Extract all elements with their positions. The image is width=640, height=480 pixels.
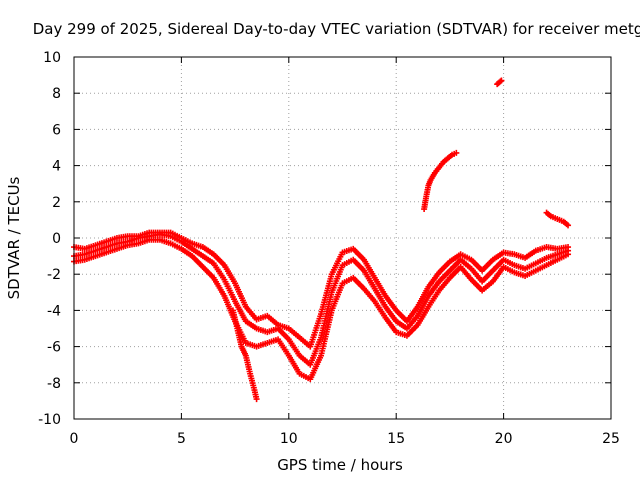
y-tick-label: -4: [47, 303, 61, 319]
y-tick-label: -2: [47, 267, 61, 283]
x-tick-label: 25: [602, 431, 620, 447]
y-axis-label: SDTVAR / TECUs: [5, 176, 23, 299]
y-tick-label: 2: [52, 195, 61, 211]
grid-lines: [74, 57, 611, 419]
data-point: [497, 78, 504, 85]
data-point: [498, 77, 505, 84]
x-tick-label: 20: [495, 431, 513, 447]
y-tick-label: 10: [43, 50, 61, 66]
y-tick-label: -10: [38, 412, 61, 428]
x-tick-label: 15: [387, 431, 405, 447]
y-tick-label: 8: [52, 86, 61, 102]
data-point: [565, 244, 572, 251]
tick-labels: 0 5 10 15 20 25 -10 -8 -6 -4 -2 0 2 4 6 8 10: [38, 50, 620, 447]
axis-ticks: [73, 56, 612, 420]
y-tick-label: -8: [47, 376, 61, 392]
x-tick-label: 5: [177, 431, 186, 447]
y-tick-label: 0: [52, 231, 61, 247]
chart-title: Day 299 of 2025, Sidereal Day-to-day VTE…: [33, 20, 640, 38]
y-tick-label: -6: [47, 340, 61, 356]
y-tick-label: 4: [52, 159, 61, 175]
data-point: [565, 222, 572, 229]
data-point: [565, 251, 572, 258]
data-point: [453, 149, 460, 156]
data-point: [253, 396, 260, 403]
x-tick-label: 0: [70, 431, 79, 447]
data-points: [71, 77, 572, 403]
x-axis-label: GPS time / hours: [277, 456, 403, 474]
x-tick-label: 10: [280, 431, 298, 447]
y-tick-label: 6: [52, 122, 61, 138]
